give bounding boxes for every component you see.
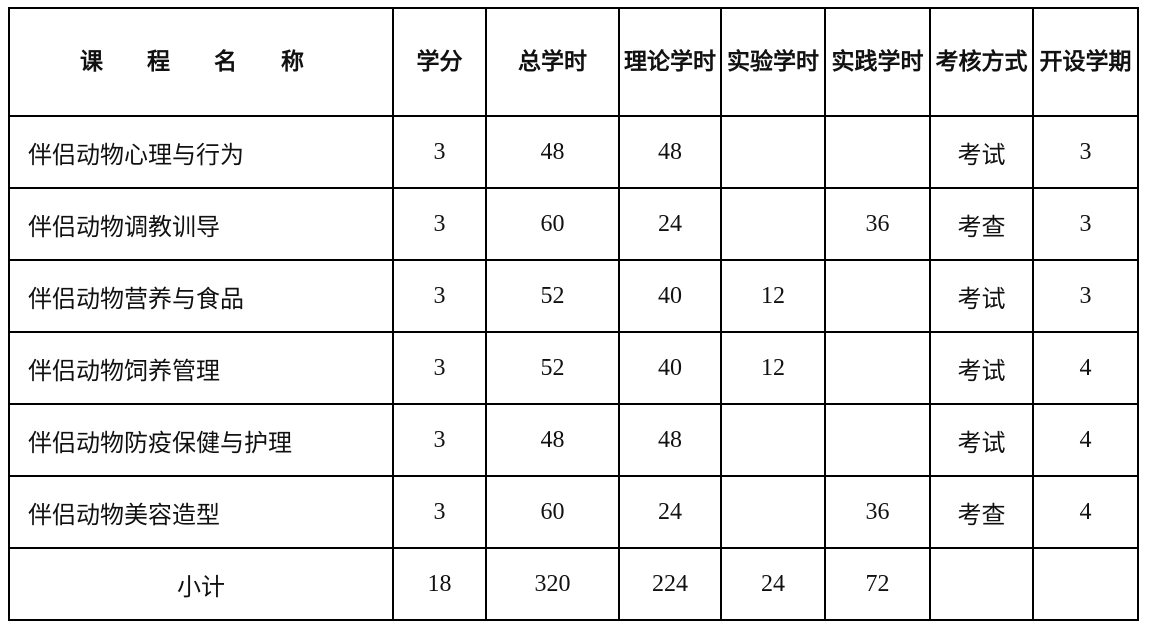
table-cell: 3: [392, 331, 487, 405]
course-name-cell: 伴侣动物心理与行为: [8, 115, 394, 189]
table-cell: [720, 475, 826, 549]
table-cell: 40: [618, 259, 722, 333]
table-cell: 48: [485, 115, 620, 189]
course-table: 课 程 名 称学分 总学时 理论学时 实验学时 实践学时 考核方式 开设学期 伴侣动物心理与…: [8, 7, 1139, 621]
table-cell: 12: [720, 331, 826, 405]
table-cell: 3: [1032, 115, 1139, 189]
table-cell: 考试: [929, 403, 1034, 477]
subtotal-row: 小计 18 320 224 24 72: [8, 547, 1139, 621]
table-cell: 4: [1032, 475, 1139, 549]
table-cell: 考查: [929, 475, 1034, 549]
subtotal-cell: [1032, 547, 1139, 621]
table-cell: 3: [392, 187, 487, 261]
table-cell: 4: [1032, 403, 1139, 477]
table-cell: 3: [392, 259, 487, 333]
course-name-cell: 伴侣动物营养与食品: [8, 259, 394, 333]
table-cell: [720, 115, 826, 189]
table-cell: 考试: [929, 259, 1034, 333]
table-cell: 48: [618, 403, 722, 477]
table-cell: [824, 259, 931, 333]
table-cell: 36: [824, 475, 931, 549]
header-course-name: 课 程 名 称: [8, 7, 394, 117]
table-cell: 60: [485, 475, 620, 549]
header-row: 课 程 名 称学分 总学时 理论学时 实验学时 实践学时 考核方式 开设学期: [8, 7, 1139, 117]
table-cell: [720, 187, 826, 261]
subtotal-cell: 320: [485, 547, 620, 621]
course-name-cell: 伴侣动物防疫保健与护理: [8, 403, 394, 477]
subtotal-cell: 18: [392, 547, 487, 621]
subtotal-cell: 24: [720, 547, 826, 621]
table-cell: 考试: [929, 115, 1034, 189]
course-name-cell: 伴侣动物美容造型: [8, 475, 394, 549]
header-cell: 总学时: [485, 7, 620, 117]
table-row: 伴侣动物营养与食品 3 52 40 12 考试 3: [8, 259, 1139, 333]
subtotal-cell: 224: [618, 547, 722, 621]
header-cell: 考核方式: [929, 7, 1034, 117]
table-cell: 48: [485, 403, 620, 477]
table-cell: 3: [392, 115, 487, 189]
table-cell: [824, 403, 931, 477]
table-cell: 24: [618, 475, 722, 549]
header-cell: 实践学时: [824, 7, 931, 117]
table-cell: 12: [720, 259, 826, 333]
course-name-cell: 伴侣动物调教训导: [8, 187, 394, 261]
header-cell: 开设学期: [1032, 7, 1139, 117]
table-cell: 4: [1032, 331, 1139, 405]
table-cell: 3: [392, 475, 487, 549]
table-cell: 36: [824, 187, 931, 261]
table-cell: 48: [618, 115, 722, 189]
table-cell: [824, 115, 931, 189]
subtotal-cell: 72: [824, 547, 931, 621]
table-cell: 40: [618, 331, 722, 405]
table-cell: 3: [1032, 187, 1139, 261]
table-cell: [824, 331, 931, 405]
subtotal-cell: [929, 547, 1034, 621]
table-cell: 考查: [929, 187, 1034, 261]
table-cell: 52: [485, 259, 620, 333]
table-row: 伴侣动物防疫保健与护理 3 48 48 考试 4: [8, 403, 1139, 477]
table-cell: 考试: [929, 331, 1034, 405]
table-row: 伴侣动物心理与行为 3 48 48 考试 3: [8, 115, 1139, 189]
table-cell: [720, 403, 826, 477]
table-cell: 3: [392, 403, 487, 477]
table-row: 伴侣动物饲养管理 3 52 40 12 考试 4: [8, 331, 1139, 405]
table-cell: 60: [485, 187, 620, 261]
table-cell: 3: [1032, 259, 1139, 333]
subtotal-label: 小计: [8, 547, 394, 621]
header-cell: 学分: [392, 7, 487, 117]
table-row: 伴侣动物调教训导 3 60 24 36 考查 3: [8, 187, 1139, 261]
table-cell: 24: [618, 187, 722, 261]
course-name-cell: 伴侣动物饲养管理: [8, 331, 394, 405]
header-cell: 实验学时: [720, 7, 826, 117]
table-cell: 52: [485, 331, 620, 405]
table-row: 伴侣动物美容造型 3 60 24 36 考查 4: [8, 475, 1139, 549]
header-cell: 理论学时: [618, 7, 722, 117]
